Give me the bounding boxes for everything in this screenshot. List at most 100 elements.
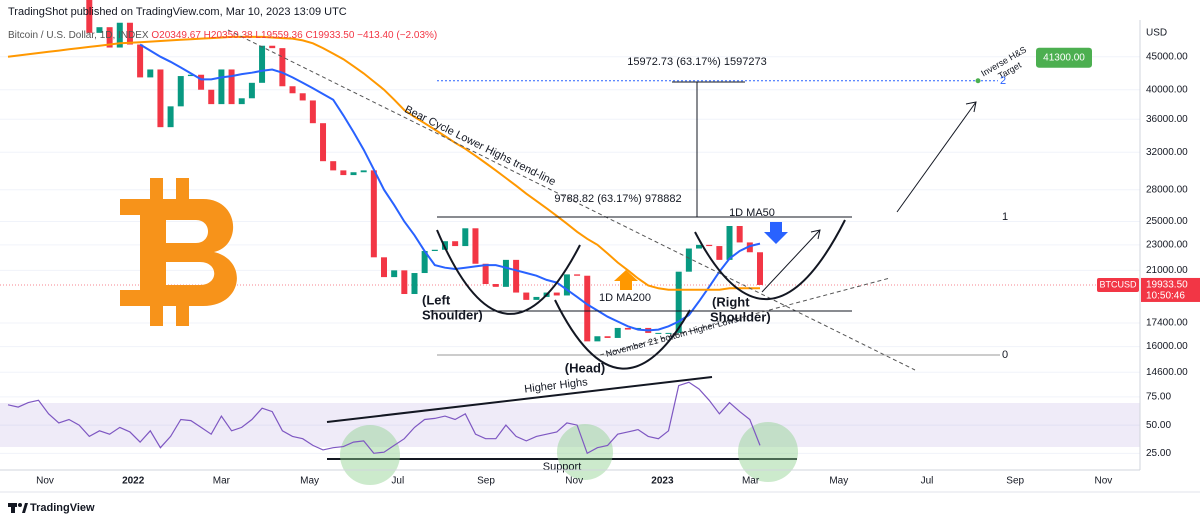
candle	[370, 170, 377, 258]
candle	[279, 48, 286, 87]
candle	[736, 225, 743, 243]
target-point	[975, 78, 981, 84]
candle	[696, 244, 703, 249]
y-tick-label: 36000.00	[1146, 114, 1188, 125]
y-tick-label: 17400.00	[1146, 318, 1188, 329]
candle	[655, 332, 662, 334]
candle	[574, 274, 581, 276]
candle	[320, 123, 327, 162]
trendline	[227, 29, 916, 371]
right-shoulder-curve	[694, 219, 846, 301]
projection-arrow	[896, 101, 977, 213]
y-tick-label: 25000.00	[1146, 216, 1188, 227]
x-tick-label: 2022	[122, 476, 145, 487]
rsi-line	[7, 381, 761, 455]
rsi-tick-label: 25.00	[1146, 448, 1171, 459]
rsi-band	[0, 403, 1140, 447]
candle	[472, 228, 479, 264]
candle	[381, 257, 387, 278]
candle	[614, 327, 621, 338]
x-tick-label: Sep	[477, 476, 495, 487]
y-tick-label: 40000.00	[1146, 84, 1188, 95]
candle	[187, 74, 194, 77]
candle	[126, 22, 133, 45]
candle	[208, 89, 215, 105]
x-tick-label: May	[300, 476, 319, 487]
candle	[218, 69, 225, 105]
fib-label: 1	[1002, 211, 1008, 223]
higher-lows-line	[599, 277, 891, 356]
ohlc: H20350.38	[204, 30, 253, 41]
symbol-tag	[1097, 277, 1139, 292]
x-tick-label: Jul	[391, 476, 404, 487]
x-tick-label: May	[829, 476, 848, 487]
annotation: (Left	[422, 292, 451, 307]
candle	[360, 170, 367, 173]
y-tick-label: 45000.00	[1146, 51, 1188, 62]
rsi-tick-label: 75.00	[1146, 392, 1171, 403]
x-tick-label: Jul	[921, 476, 934, 487]
candle	[116, 22, 123, 48]
rsi-layer	[7, 381, 761, 455]
candle	[269, 45, 276, 49]
candle	[401, 270, 408, 295]
ohlc: L19559.36	[255, 30, 303, 41]
x-tick-label: Nov	[36, 476, 54, 487]
y-tick-label: 21000.00	[1146, 265, 1188, 276]
candle	[96, 27, 103, 33]
projection-arrow	[761, 229, 821, 293]
candle	[421, 251, 428, 274]
y-tick-label: 23000.00	[1146, 239, 1188, 250]
candle	[462, 228, 469, 247]
candle	[553, 292, 560, 296]
rsi-tick-label: 50.00	[1146, 420, 1171, 431]
annotation: 1D MA200	[599, 292, 651, 304]
candle	[177, 76, 184, 107]
candle	[716, 246, 723, 260]
header: TradingShot published on TradingView.com…	[8, 6, 347, 18]
candle	[391, 270, 398, 278]
higher-highs-line	[326, 376, 713, 423]
candle	[502, 259, 509, 287]
x-tick-label: Sep	[1006, 476, 1024, 487]
left-shoulder-curve	[436, 229, 581, 315]
x-tick-label: Nov	[565, 476, 583, 487]
candle	[106, 27, 113, 48]
candle	[482, 263, 489, 285]
symbol: Bitcoin / U.S. Dollar, 1D, INDEX	[8, 30, 149, 41]
moving-average	[139, 43, 761, 332]
candle	[584, 275, 591, 342]
annotation: 9788.82 (63.17%) 978882	[554, 193, 681, 205]
drawings	[227, 29, 1000, 460]
price-tag	[1141, 277, 1200, 302]
bitcoin-logo	[120, 178, 237, 326]
head-curve	[554, 299, 691, 370]
candle	[757, 252, 763, 285]
y-tick-label: 28000.00	[1146, 184, 1188, 195]
y-tick-label: 16000.00	[1146, 341, 1188, 352]
annotation: (Right	[712, 294, 750, 309]
candle	[523, 292, 530, 300]
candle	[685, 248, 692, 272]
candle	[330, 161, 337, 171]
candle	[563, 274, 570, 296]
candle	[86, 0, 93, 33]
candle	[533, 296, 540, 300]
candle	[431, 249, 438, 252]
target-box	[1036, 47, 1092, 68]
annotation: Support	[543, 461, 582, 473]
candle	[238, 98, 245, 105]
fib-label: 0	[1002, 349, 1008, 361]
candle	[706, 244, 713, 247]
symbol-tag-label: BTCUSD	[1099, 279, 1137, 289]
annotation: 15972.73 (63.17%) 1597273	[627, 56, 766, 68]
candle	[309, 100, 316, 124]
countdown: 10:50:46	[1146, 291, 1185, 302]
candle	[340, 170, 347, 176]
ma50-arrow	[764, 222, 788, 244]
ohlc: −413.40 (−2.03%)	[357, 30, 437, 41]
x-tick-label: 2023	[651, 476, 674, 487]
annotation: 1D MA50	[729, 207, 775, 219]
y-tick-label: 32000.00	[1146, 147, 1188, 158]
candle	[167, 106, 174, 128]
